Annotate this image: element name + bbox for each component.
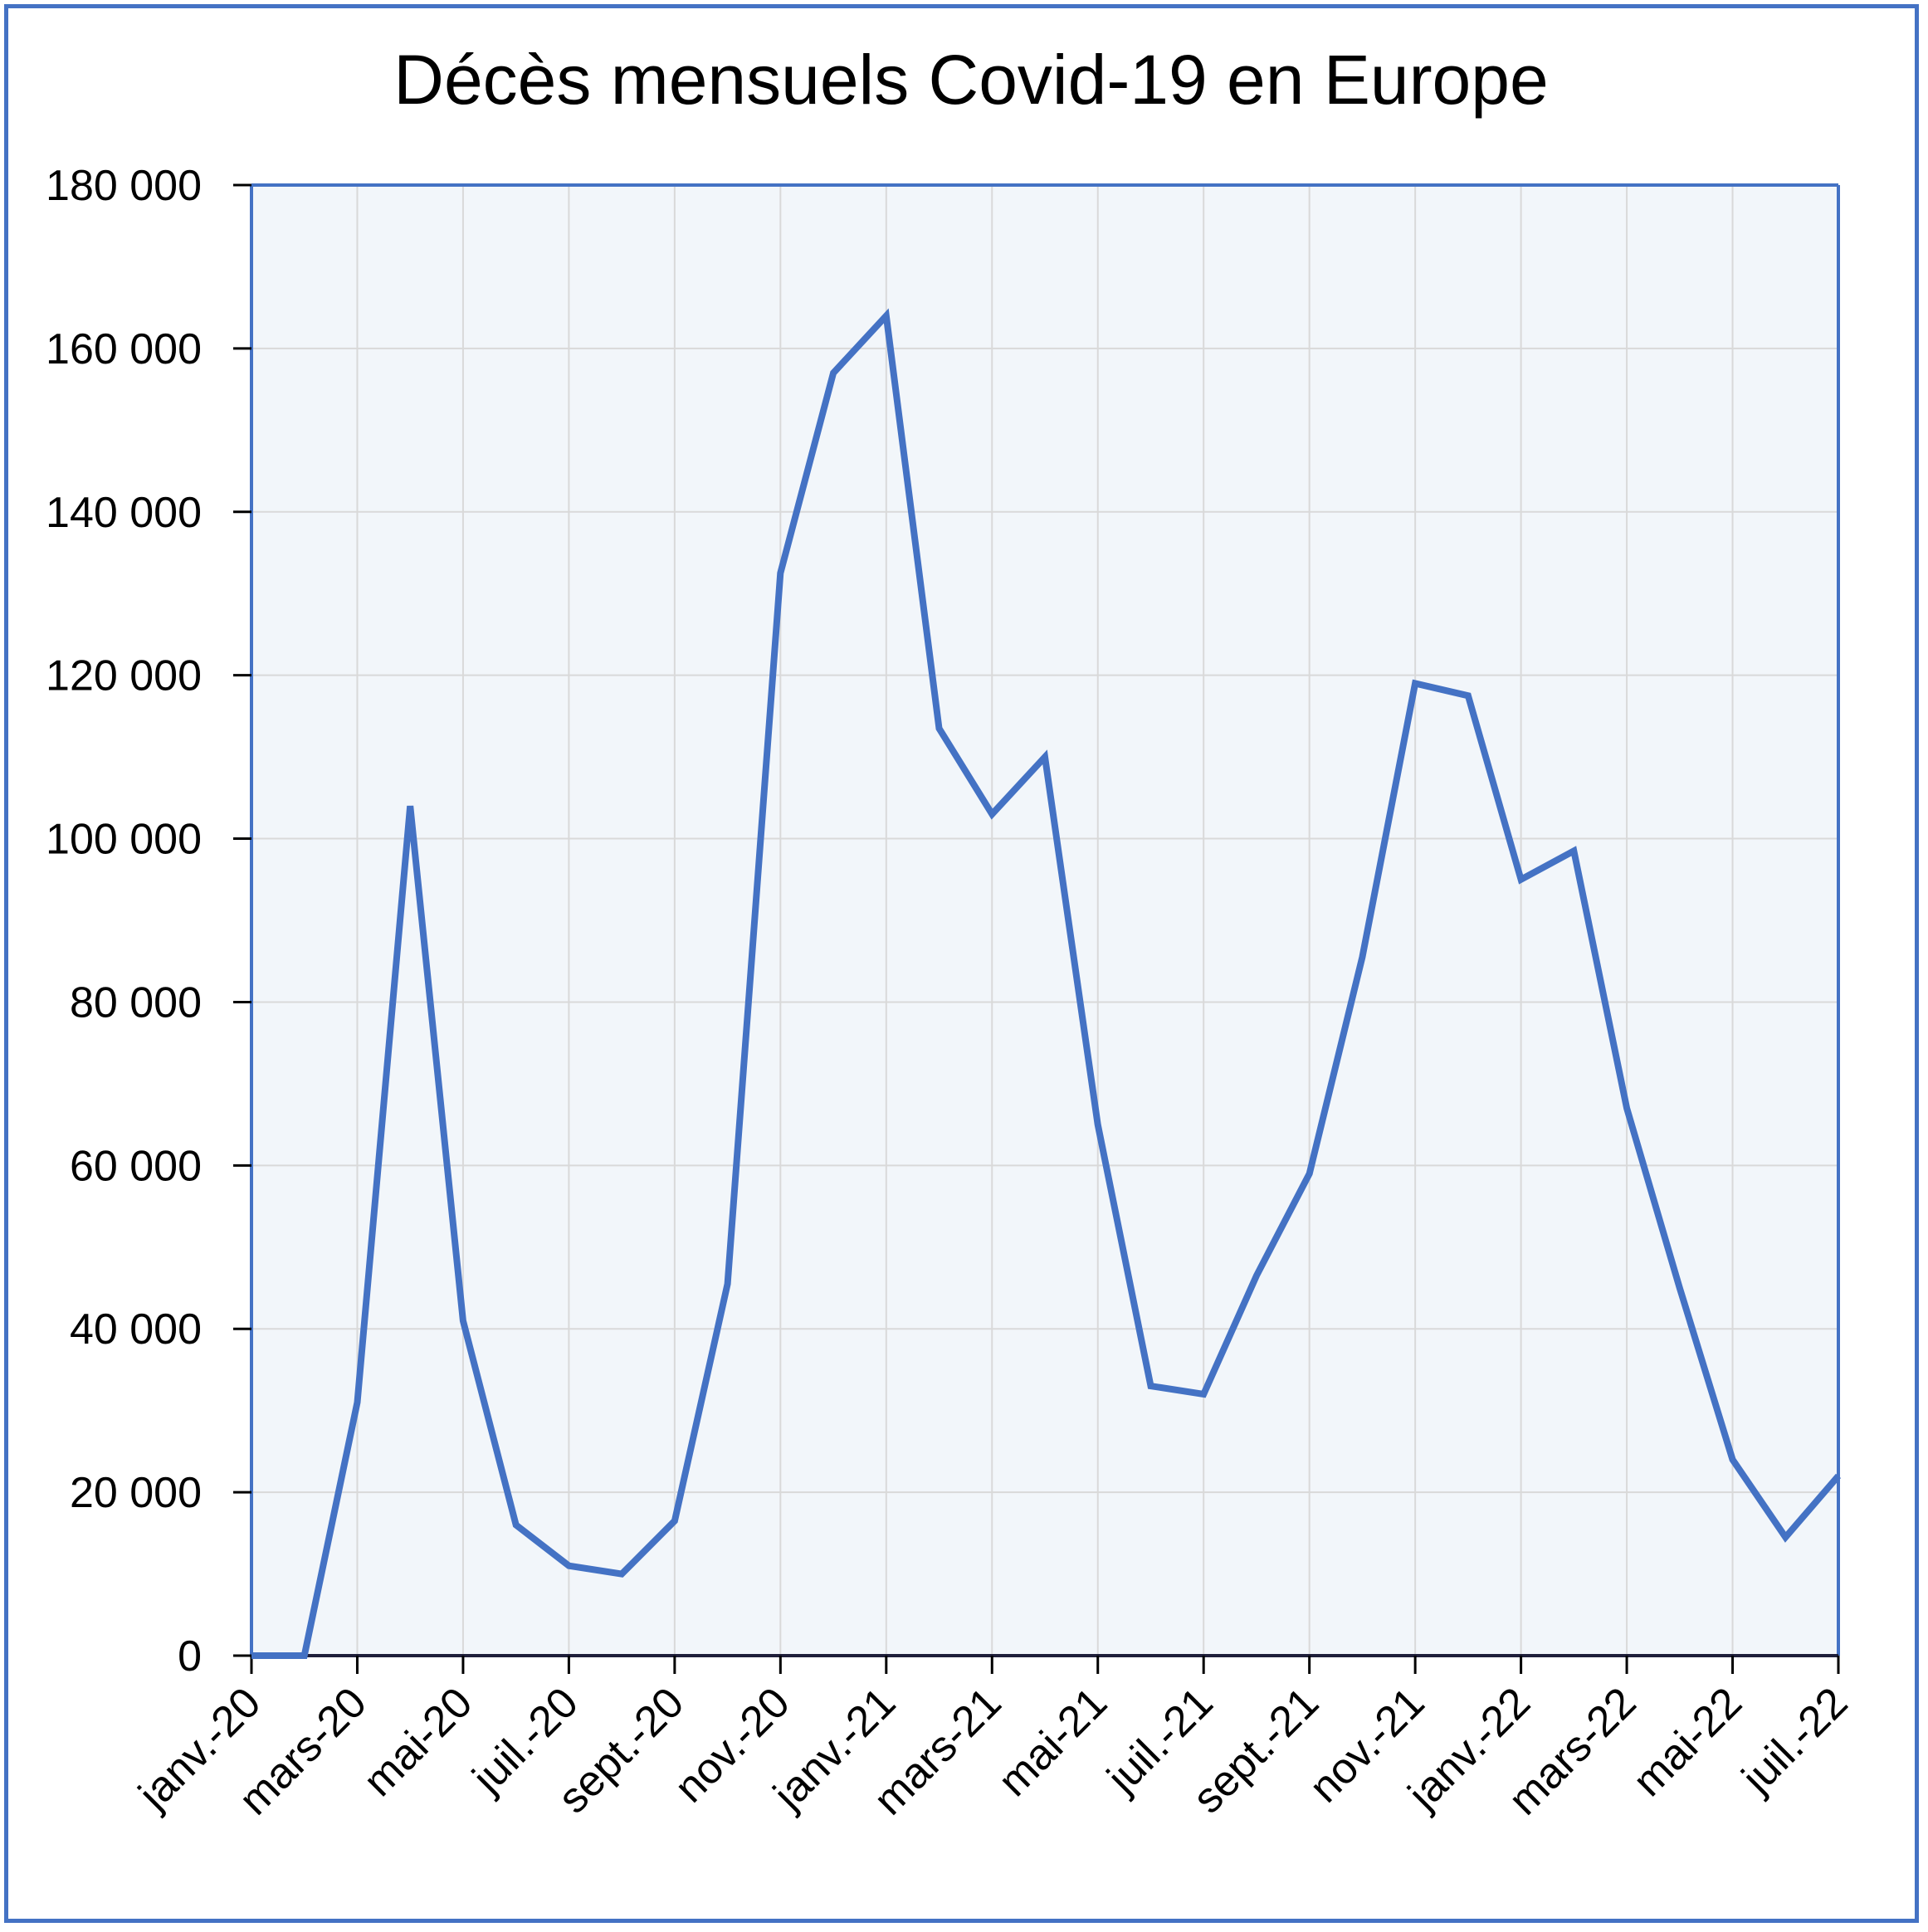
y-tick-label: 160 000 <box>46 325 202 373</box>
y-tick-label: 20 000 <box>70 1469 202 1517</box>
y-tick-label: 120 000 <box>46 652 202 700</box>
x-tick-label: juil.-22 <box>1732 1678 1857 1803</box>
y-tick-label: 180 000 <box>46 162 202 210</box>
plot-border <box>250 183 1840 1657</box>
y-tick-label: 140 000 <box>46 489 202 537</box>
y-tick-label: 60 000 <box>70 1142 202 1190</box>
x-tick-label: mai-20 <box>354 1678 481 1805</box>
y-tick-label: 100 000 <box>46 816 202 864</box>
y-tick-label: 80 000 <box>70 978 202 1027</box>
plot-area <box>251 185 1838 1656</box>
series-layer <box>251 308 1842 1659</box>
y-axis: 0 20 000 40 000 60 000 80 000 100 000 120 000 1… <box>46 162 251 1681</box>
y-tick-label: 40 000 <box>70 1305 202 1354</box>
x-axis: janv.-20mars-20mai-20juil.-20sept.-20nov… <box>129 1656 1857 1824</box>
series-line <box>251 308 1842 1659</box>
x-tick-label: mai-21 <box>989 1678 1116 1805</box>
x-tick-label: mai-22 <box>1624 1678 1751 1805</box>
chart-title: Décès mensuels Covid-19 en Europe <box>393 41 1548 119</box>
gridlines <box>251 184 1838 1656</box>
y-tick-label: 0 <box>178 1632 202 1681</box>
